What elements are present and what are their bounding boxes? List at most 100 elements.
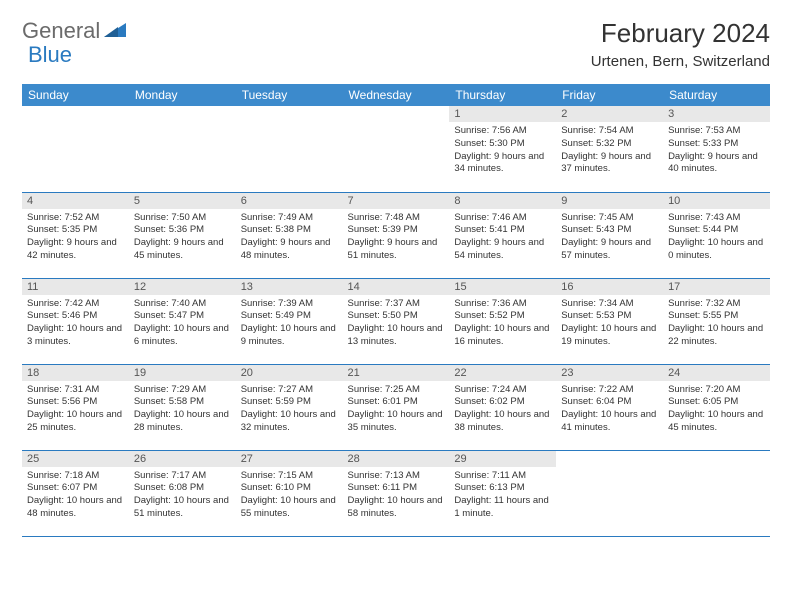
daylight-text: Daylight: 10 hours and 38 minutes. — [454, 409, 551, 435]
day-number: 12 — [129, 279, 236, 295]
daylight-text: Daylight: 10 hours and 32 minutes. — [241, 409, 338, 435]
calendar-day-cell: 21 Sunrise: 7:25 AMSunset: 6:01 PMDayligh… — [343, 364, 450, 450]
calendar-day-cell: 1Sunrise: 7:56 AMSunset: 5:30 PMDaylight… — [449, 106, 556, 192]
daylight-text: Daylight: 11 hours and 1 minute. — [454, 495, 551, 521]
day-body: Sunrise: 7:15 AMSunset: 6:10 PMDaylight:… — [236, 467, 343, 525]
daylight-text: Daylight: 10 hours and 45 minutes. — [668, 409, 765, 435]
sunset-text: Sunset: 6:10 PM — [241, 482, 338, 495]
daylight-text: Daylight: 9 hours and 45 minutes. — [134, 237, 231, 263]
calendar-day-cell — [343, 106, 450, 192]
calendar-day-cell — [236, 106, 343, 192]
day-number: 21 — [343, 365, 450, 381]
daylight-text: Daylight: 10 hours and 0 minutes. — [668, 237, 765, 263]
sunset-text: Sunset: 5:53 PM — [561, 310, 658, 323]
calendar-day-cell: 14Sunrise: 7:37 AMSunset: 5:50 PMDayligh… — [343, 278, 450, 364]
day-number: 14 — [343, 279, 450, 295]
sunrise-text: Sunrise: 7:40 AM — [134, 298, 231, 311]
day-body: Sunrise: 7:40 AMSunset: 5:47 PMDaylight:… — [129, 295, 236, 353]
calendar-day-cell: 5Sunrise: 7:50 AMSunset: 5:36 PMDaylight… — [129, 192, 236, 278]
weekday-header-row: Sunday Monday Tuesday Wednesday Thursday… — [22, 84, 770, 106]
sunset-text: Sunset: 5:55 PM — [668, 310, 765, 323]
day-number: 10 — [663, 193, 770, 209]
sunrise-text: Sunrise: 7:29 AM — [134, 384, 231, 397]
daylight-text: Daylight: 10 hours and 25 minutes. — [27, 409, 124, 435]
daylight-text: Daylight: 9 hours and 51 minutes. — [348, 237, 445, 263]
day-body — [343, 110, 450, 117]
daylight-text: Daylight: 9 hours and 42 minutes. — [27, 237, 124, 263]
calendar-week-row: 18Sunrise: 7:31 AMSunset: 5:56 PMDayligh… — [22, 364, 770, 450]
calendar-day-cell: 11Sunrise: 7:42 AMSunset: 5:46 PMDayligh… — [22, 278, 129, 364]
calendar-day-cell: 10Sunrise: 7:43 AMSunset: 5:44 PMDayligh… — [663, 192, 770, 278]
sunrise-text: Sunrise: 7:25 AM — [348, 384, 445, 397]
day-number: 1 — [449, 106, 556, 122]
day-number: 4 — [22, 193, 129, 209]
daylight-text: Daylight: 10 hours and 58 minutes. — [348, 495, 445, 521]
daylight-text: Daylight: 10 hours and 6 minutes. — [134, 323, 231, 349]
calendar-day-cell: 15Sunrise: 7:36 AMSunset: 5:52 PMDayligh… — [449, 278, 556, 364]
sunrise-text: Sunrise: 7:24 AM — [454, 384, 551, 397]
calendar-week-row: 25Sunrise: 7:18 AMSunset: 6:07 PMDayligh… — [22, 450, 770, 536]
calendar-day-cell: 18Sunrise: 7:31 AMSunset: 5:56 PMDayligh… — [22, 364, 129, 450]
daylight-text: Daylight: 10 hours and 35 minutes. — [348, 409, 445, 435]
sunrise-text: Sunrise: 7:42 AM — [27, 298, 124, 311]
sunset-text: Sunset: 5:41 PM — [454, 224, 551, 237]
day-body — [129, 110, 236, 117]
day-body: Sunrise: 7:48 AMSunset: 5:39 PMDaylight:… — [343, 209, 450, 267]
day-body: Sunrise: 7:54 AMSunset: 5:32 PMDaylight:… — [556, 122, 663, 180]
day-number: 27 — [236, 451, 343, 467]
daylight-text: Daylight: 10 hours and 9 minutes. — [241, 323, 338, 349]
daylight-text: Daylight: 10 hours and 55 minutes. — [241, 495, 338, 521]
calendar-table: Sunday Monday Tuesday Wednesday Thursday… — [22, 84, 770, 537]
calendar-day-cell: 25Sunrise: 7:18 AMSunset: 6:07 PMDayligh… — [22, 450, 129, 536]
calendar-day-cell — [22, 106, 129, 192]
day-body: Sunrise: 7:37 AMSunset: 5:50 PMDaylight:… — [343, 295, 450, 353]
daylight-text: Daylight: 10 hours and 19 minutes. — [561, 323, 658, 349]
logo-text-general: General — [22, 18, 100, 44]
sunset-text: Sunset: 6:05 PM — [668, 396, 765, 409]
daylight-text: Daylight: 10 hours and 48 minutes. — [27, 495, 124, 521]
calendar-day-cell: 9Sunrise: 7:45 AMSunset: 5:43 PMDaylight… — [556, 192, 663, 278]
calendar-day-cell: 7Sunrise: 7:48 AMSunset: 5:39 PMDaylight… — [343, 192, 450, 278]
calendar-day-cell: 27Sunrise: 7:15 AMSunset: 6:10 PMDayligh… — [236, 450, 343, 536]
day-body: Sunrise: 7:29 AMSunset: 5:58 PMDaylight:… — [129, 381, 236, 439]
sunset-text: Sunset: 6:01 PM — [348, 396, 445, 409]
calendar-day-cell — [556, 450, 663, 536]
day-number: 24 — [663, 365, 770, 381]
daylight-text: Daylight: 10 hours and 3 minutes. — [27, 323, 124, 349]
daylight-text: Daylight: 10 hours and 13 minutes. — [348, 323, 445, 349]
sunrise-text: Sunrise: 7:32 AM — [668, 298, 765, 311]
day-body — [663, 455, 770, 462]
day-body: Sunrise: 7:53 AMSunset: 5:33 PMDaylight:… — [663, 122, 770, 180]
day-body: Sunrise: 7:11 AMSunset: 6:13 PMDaylight:… — [449, 467, 556, 525]
day-body: Sunrise: 7:31 AMSunset: 5:56 PMDaylight:… — [22, 381, 129, 439]
day-body: Sunrise: 7:50 AMSunset: 5:36 PMDaylight:… — [129, 209, 236, 267]
day-number: 20 — [236, 365, 343, 381]
calendar-day-cell: 22Sunrise: 7:24 AMSunset: 6:02 PMDayligh… — [449, 364, 556, 450]
calendar-day-cell: 6Sunrise: 7:49 AMSunset: 5:38 PMDaylight… — [236, 192, 343, 278]
calendar-day-cell: 2Sunrise: 7:54 AMSunset: 5:32 PMDaylight… — [556, 106, 663, 192]
sunset-text: Sunset: 5:38 PM — [241, 224, 338, 237]
sunset-text: Sunset: 5:56 PM — [27, 396, 124, 409]
day-body — [22, 110, 129, 117]
day-number: 7 — [343, 193, 450, 209]
sunset-text: Sunset: 5:47 PM — [134, 310, 231, 323]
title-block: February 2024 Urtenen, Bern, Switzerland — [591, 18, 770, 70]
day-body: Sunrise: 7:39 AMSunset: 5:49 PMDaylight:… — [236, 295, 343, 353]
sunset-text: Sunset: 6:08 PM — [134, 482, 231, 495]
sunrise-text: Sunrise: 7:31 AM — [27, 384, 124, 397]
sunset-text: Sunset: 5:50 PM — [348, 310, 445, 323]
day-number: 8 — [449, 193, 556, 209]
calendar-day-cell: 3Sunrise: 7:53 AMSunset: 5:33 PMDaylight… — [663, 106, 770, 192]
weekday-header: Tuesday — [236, 84, 343, 106]
daylight-text: Daylight: 10 hours and 22 minutes. — [668, 323, 765, 349]
sunrise-text: Sunrise: 7:27 AM — [241, 384, 338, 397]
day-number: 29 — [449, 451, 556, 467]
sunrise-text: Sunrise: 7:48 AM — [348, 212, 445, 225]
sunrise-text: Sunrise: 7:18 AM — [27, 470, 124, 483]
sunrise-text: Sunrise: 7:22 AM — [561, 384, 658, 397]
day-body: Sunrise: 7:34 AMSunset: 5:53 PMDaylight:… — [556, 295, 663, 353]
day-body — [236, 110, 343, 117]
calendar-day-cell: 16Sunrise: 7:34 AMSunset: 5:53 PMDayligh… — [556, 278, 663, 364]
sunset-text: Sunset: 5:35 PM — [27, 224, 124, 237]
calendar-day-cell: 28Sunrise: 7:13 AMSunset: 6:11 PMDayligh… — [343, 450, 450, 536]
